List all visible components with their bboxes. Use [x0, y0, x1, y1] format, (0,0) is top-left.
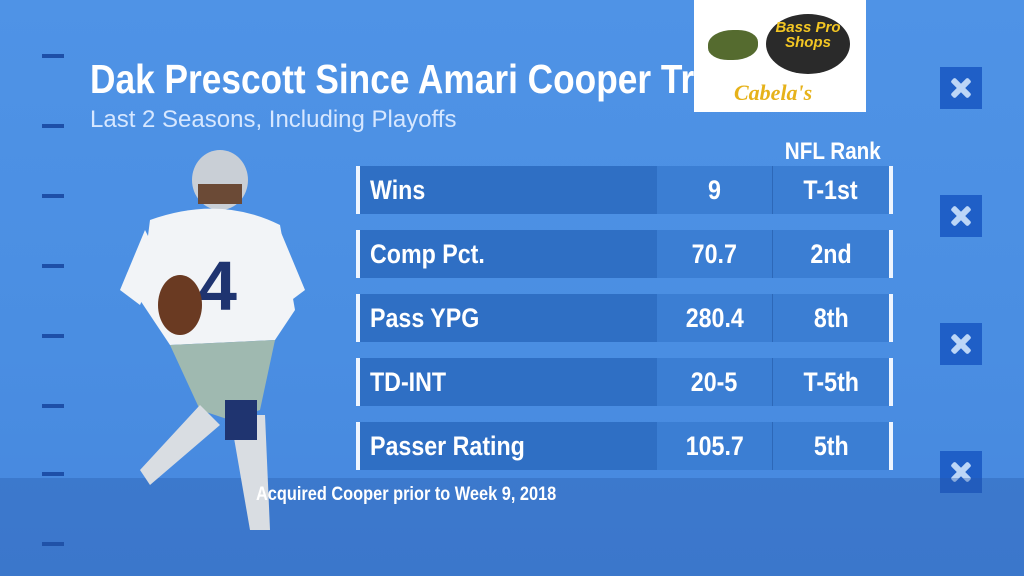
logo-fish	[708, 30, 758, 60]
stat-rank-cell: T-5th	[773, 358, 889, 406]
stat-value: 20-5	[691, 367, 738, 397]
column-header: NFL Rank	[773, 138, 893, 166]
column-header-text: NFL Rank	[785, 138, 881, 165]
x-icon	[940, 323, 982, 365]
footer-band	[0, 478, 1024, 576]
row-edge	[889, 166, 893, 214]
stat-label: Passer Rating	[370, 431, 525, 461]
dash	[42, 334, 64, 338]
svg-text:4: 4	[198, 247, 237, 325]
stat-rank: 2nd	[810, 239, 852, 269]
dash	[42, 404, 64, 408]
subtitle: Last 2 Seasons, Including Playoffs	[90, 106, 456, 134]
dash	[42, 264, 64, 268]
stat-rank: T-5th	[803, 367, 859, 397]
stat-value-cell: 9	[657, 166, 773, 214]
stat-value-cell: 70.7	[657, 230, 773, 278]
title-text: Dak Prescott Since Amari Cooper Trade	[90, 56, 755, 102]
stat-label-cell: TD-INT	[360, 358, 657, 406]
row-edge	[889, 230, 893, 278]
dash	[42, 124, 64, 128]
stat-label: Wins	[370, 175, 426, 205]
table-row: Comp Pct. 70.7 2nd	[356, 230, 893, 278]
table-row: TD-INT 20-5 T-5th	[356, 358, 893, 406]
stat-value: 105.7	[685, 431, 744, 461]
row-edge	[356, 166, 360, 214]
stat-rank-cell: 5th	[773, 422, 889, 470]
stat-rank: 8th	[813, 303, 849, 333]
stat-rank: T-1st	[803, 175, 859, 205]
dash	[42, 542, 64, 546]
row-edge	[356, 422, 360, 470]
x-icon	[940, 195, 982, 237]
dash	[42, 194, 64, 198]
stat-rank: 5th	[813, 431, 849, 461]
stat-label-cell: Comp Pct.	[360, 230, 657, 278]
row-edge	[889, 422, 893, 470]
stat-label: TD-INT	[370, 367, 447, 397]
stat-rank-cell: 2nd	[773, 230, 889, 278]
dash	[42, 54, 64, 58]
logo-bottom: Cabela's	[734, 80, 813, 105]
sponsor-logo: Bass Pro Shops Cabela's	[694, 0, 866, 112]
footnote: Acquired Cooper prior to Week 9, 2018	[256, 484, 605, 506]
table-row: Passer Rating 105.7 5th	[356, 422, 893, 470]
stat-value: 9	[708, 175, 721, 205]
row-edge	[356, 358, 360, 406]
table-row: Wins 9 T-1st	[356, 166, 893, 214]
player-image: 4	[120, 150, 305, 530]
stat-value-cell: 280.4	[657, 294, 773, 342]
stat-label: Comp Pct.	[370, 239, 485, 269]
row-edge	[356, 294, 360, 342]
logo-top: Bass Pro Shops	[766, 14, 850, 74]
stat-value: 280.4	[685, 303, 744, 333]
footnote-text: Acquired Cooper prior to Week 9, 2018	[256, 484, 557, 505]
stat-value-cell: 20-5	[657, 358, 773, 406]
stat-rank-cell: 8th	[773, 294, 889, 342]
stat-label: Pass YPG	[370, 303, 480, 333]
x-icon	[940, 451, 982, 493]
row-edge	[356, 230, 360, 278]
row-edge	[889, 358, 893, 406]
stat-value-cell: 105.7	[657, 422, 773, 470]
stat-label-cell: Passer Rating	[360, 422, 657, 470]
dash	[42, 472, 64, 476]
title: Dak Prescott Since Amari Cooper Trade	[90, 56, 863, 103]
subtitle-text: Last 2 Seasons, Including Playoffs	[90, 106, 457, 133]
x-icon	[940, 67, 982, 109]
stat-label-cell: Pass YPG	[360, 294, 657, 342]
stat-rank-cell: T-1st	[773, 166, 889, 214]
stat-value: 70.7	[691, 239, 738, 269]
row-edge	[889, 294, 893, 342]
table-row: Pass YPG 280.4 8th	[356, 294, 893, 342]
stat-label-cell: Wins	[360, 166, 657, 214]
